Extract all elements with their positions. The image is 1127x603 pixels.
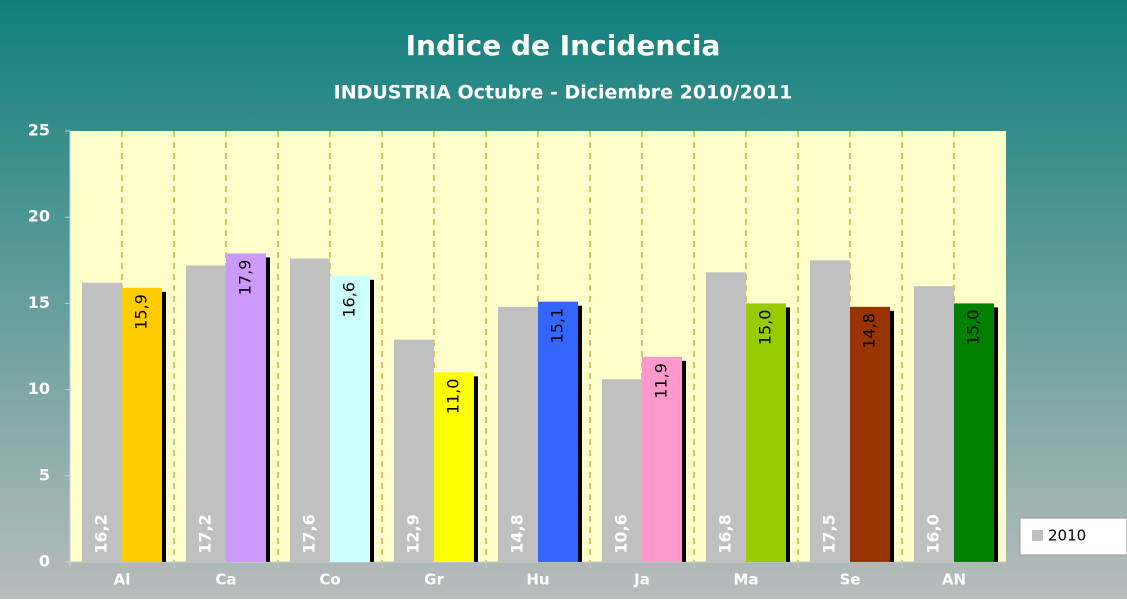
value-label: 15,0 xyxy=(756,310,775,346)
value-label: 10,6 xyxy=(612,514,631,553)
y-tick-label: 20 xyxy=(28,207,50,226)
bar xyxy=(122,287,162,562)
legend-swatch xyxy=(1032,530,1043,541)
value-label: 15,9 xyxy=(132,294,151,330)
bar xyxy=(226,253,266,563)
bar xyxy=(706,272,746,562)
x-tick-label: AN xyxy=(942,571,966,589)
chart-title: Indice de Incidencia xyxy=(406,29,721,62)
value-label: 17,9 xyxy=(236,260,255,296)
x-tick-label: Ja xyxy=(633,571,650,589)
bar xyxy=(954,303,994,562)
bar xyxy=(186,265,226,562)
legend-label: 2010 xyxy=(1048,527,1086,545)
value-label: 17,5 xyxy=(820,514,839,553)
y-tick-label: 0 xyxy=(39,552,50,571)
x-tick-label: Ma xyxy=(733,571,758,589)
value-label: 16,0 xyxy=(924,514,943,553)
y-tick-label: 10 xyxy=(28,379,50,398)
value-label: 16,6 xyxy=(340,282,359,318)
bar xyxy=(602,379,642,562)
x-tick-label: Se xyxy=(840,571,861,589)
x-tick-label: Gr xyxy=(424,571,444,589)
x-tick-label: Ca xyxy=(215,571,236,589)
chart-subtitle: INDUSTRIA Octubre - Diciembre 2010/2011 xyxy=(334,82,793,104)
bar xyxy=(850,306,890,562)
bar xyxy=(434,372,474,562)
bar xyxy=(82,282,122,562)
value-label: 11,9 xyxy=(652,363,671,399)
y-tick-label: 5 xyxy=(39,465,50,484)
value-label: 11,0 xyxy=(444,379,463,415)
bar xyxy=(330,275,370,562)
value-label: 15,0 xyxy=(964,310,983,346)
value-label: 12,9 xyxy=(404,514,423,553)
value-label: 17,6 xyxy=(300,514,319,553)
bar xyxy=(538,301,578,562)
value-label: 14,8 xyxy=(508,514,527,553)
bar xyxy=(914,286,954,562)
y-tick-label: 25 xyxy=(28,121,50,140)
value-label: 16,2 xyxy=(92,514,111,553)
x-tick-label: Co xyxy=(319,571,340,589)
value-label: 17,2 xyxy=(196,514,215,553)
value-label: 14,8 xyxy=(860,313,879,349)
bar xyxy=(746,303,786,562)
y-tick-label: 15 xyxy=(28,293,50,312)
x-tick-label: Hu xyxy=(526,571,549,589)
value-label: 16,8 xyxy=(716,514,735,553)
value-label: 15,1 xyxy=(548,308,567,344)
bar xyxy=(498,306,538,562)
x-tick-label: Al xyxy=(114,571,131,589)
bar xyxy=(642,356,682,562)
bar xyxy=(290,258,330,562)
bar xyxy=(810,260,850,562)
bar xyxy=(394,339,434,562)
